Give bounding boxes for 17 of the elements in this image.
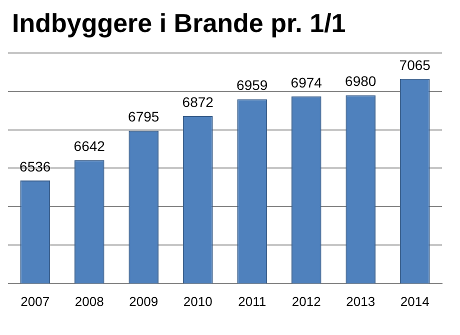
- x-tick-label: 2009: [129, 294, 158, 309]
- x-tick-label: 2010: [183, 294, 212, 309]
- data-label: 6959: [236, 77, 268, 94]
- data-label: 6980: [345, 73, 376, 90]
- data-label: 7065: [399, 56, 431, 73]
- data-label: 6795: [128, 108, 160, 125]
- chart-title: Indbyggere i Brande pr. 1/1: [12, 8, 347, 39]
- x-tick-label: 2011: [238, 294, 266, 309]
- data-label: 6642: [74, 138, 106, 154]
- x-tick-label: 2008: [74, 294, 104, 309]
- x-tick-label: 2014: [400, 294, 430, 309]
- x-tick-label: 2013: [346, 294, 376, 309]
- x-tick-label: 2007: [20, 294, 50, 309]
- data-label: 6872: [182, 94, 214, 110]
- data-label: 6536: [20, 158, 51, 174]
- x-tick-label: 2012: [292, 294, 321, 309]
- data-label: 6974: [290, 74, 322, 90]
